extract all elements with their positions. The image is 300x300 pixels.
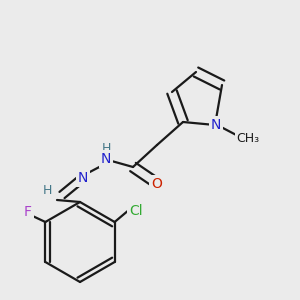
- Text: N: N: [101, 152, 111, 166]
- Text: F: F: [24, 205, 32, 219]
- Text: Cl: Cl: [129, 204, 142, 218]
- Text: N: N: [211, 118, 221, 132]
- Text: N: N: [78, 171, 88, 185]
- Text: H: H: [42, 184, 52, 196]
- Text: H: H: [101, 142, 111, 155]
- Text: O: O: [152, 177, 162, 191]
- Text: CH₃: CH₃: [236, 133, 260, 146]
